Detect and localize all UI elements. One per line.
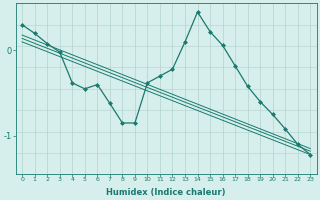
X-axis label: Humidex (Indice chaleur): Humidex (Indice chaleur) xyxy=(107,188,226,197)
